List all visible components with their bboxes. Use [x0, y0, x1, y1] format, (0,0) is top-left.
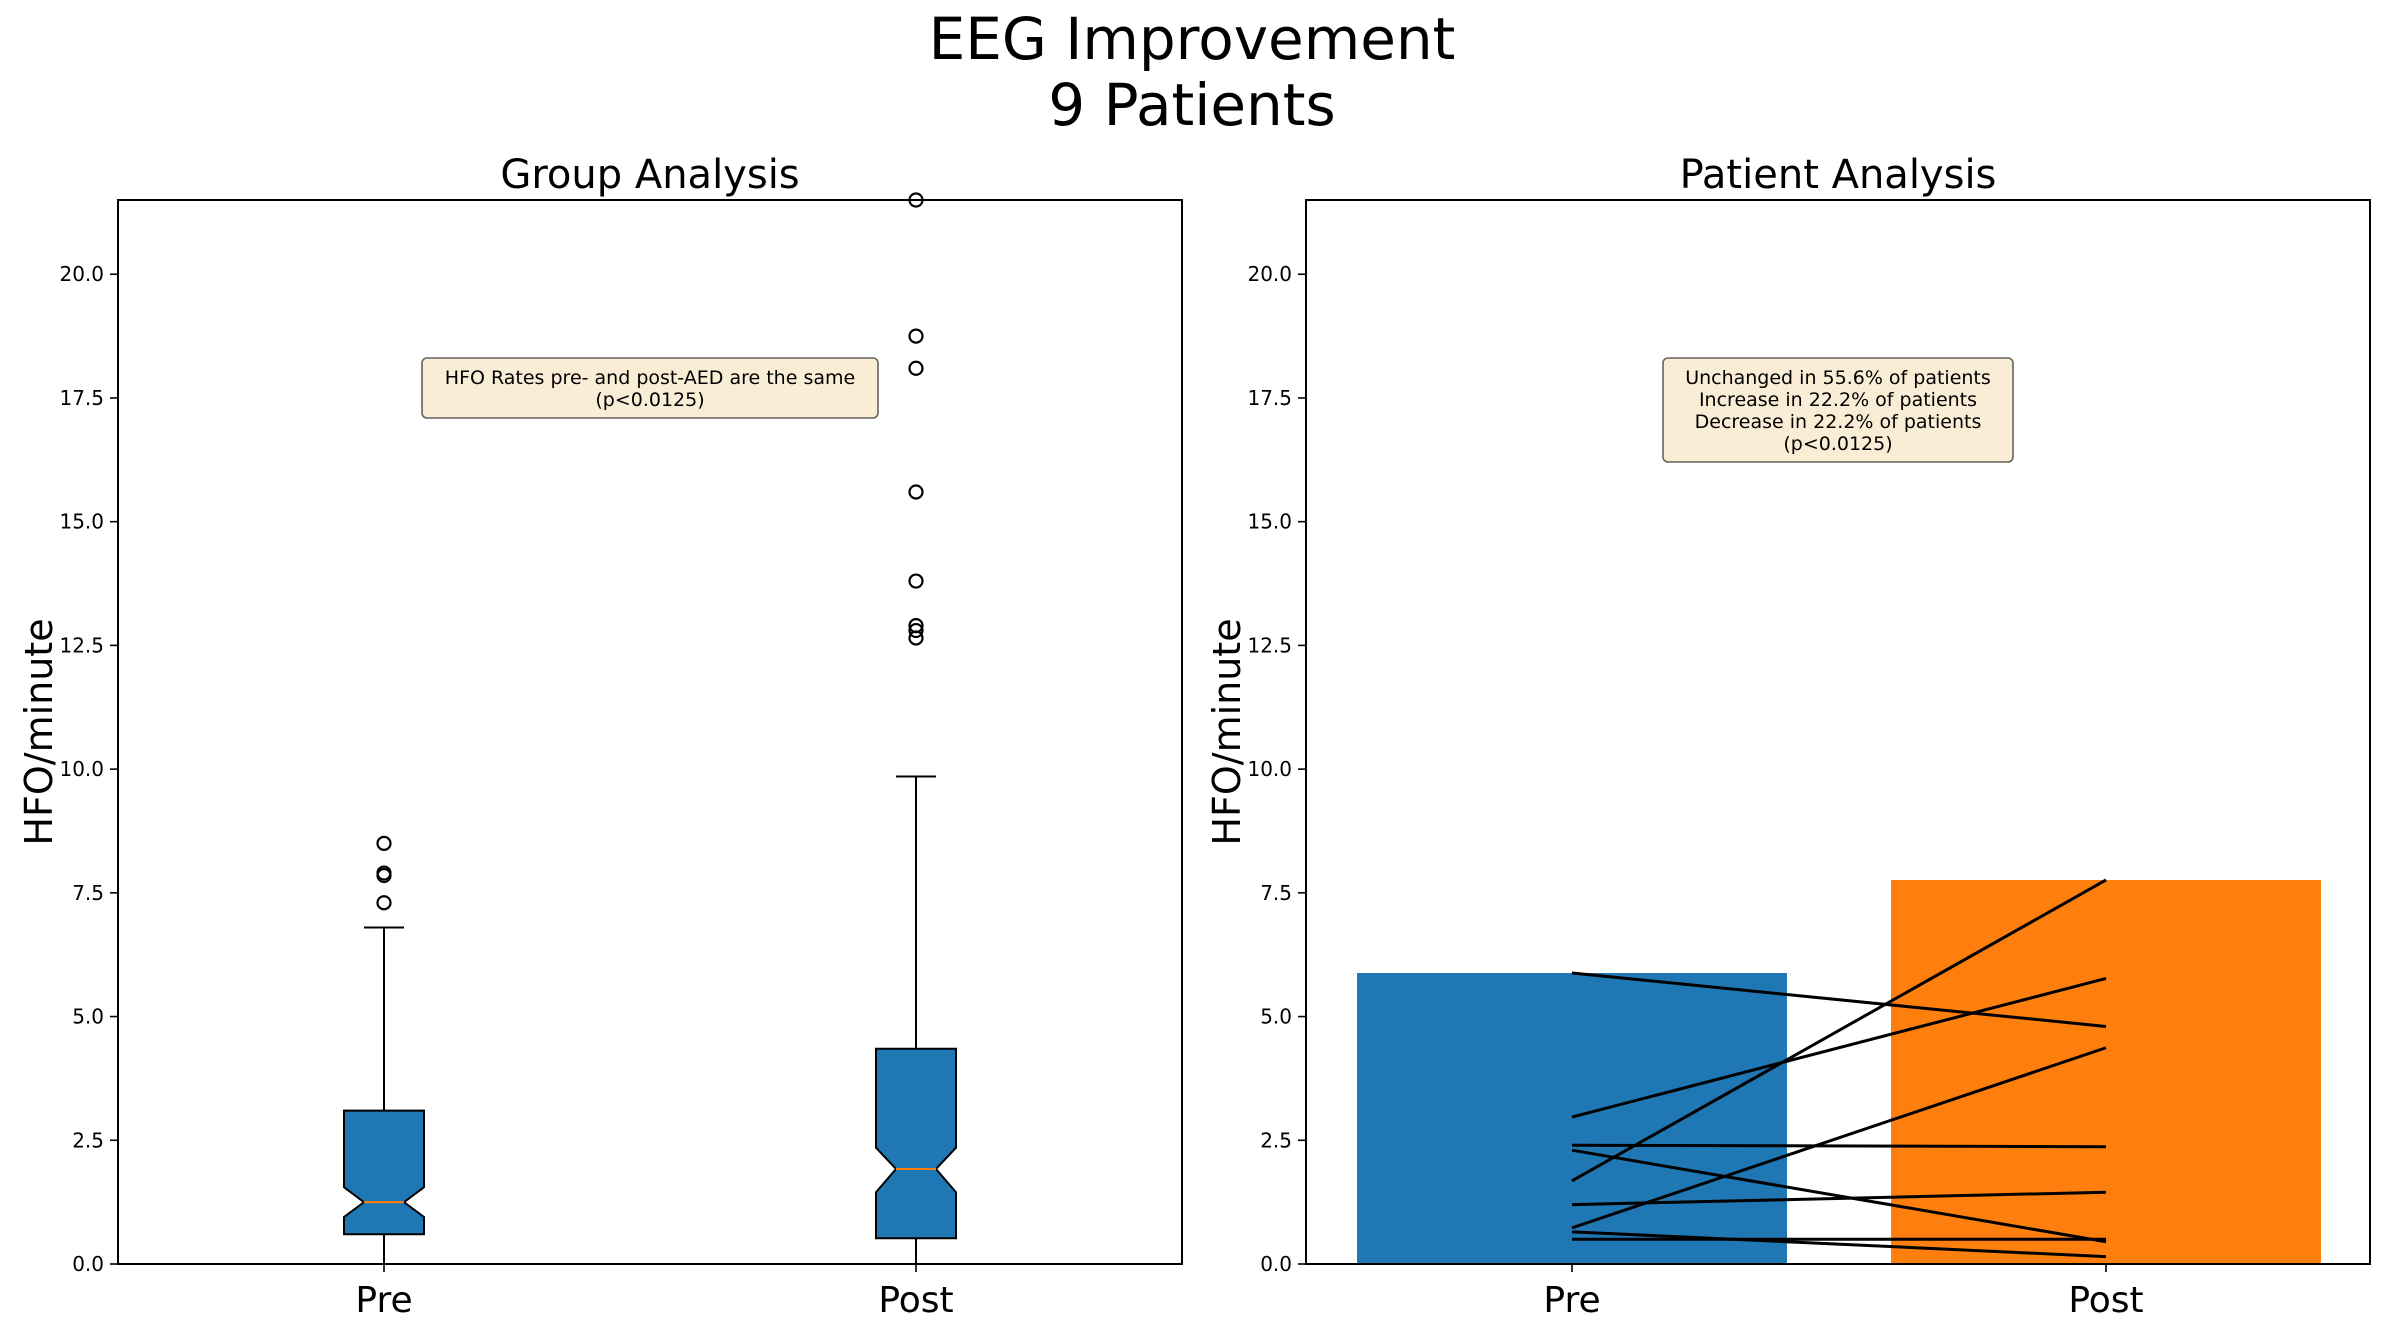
panel-2: Patient Analysis HFO/minute 0.0 2.5 5.0 7.5 10…	[1205, 152, 2371, 1321]
annotation-line-2: (p<0.0125)	[595, 389, 704, 411]
y-tick-label: 15.0	[59, 510, 104, 534]
figure-title-line1: EEG Improvement	[928, 5, 1456, 73]
axes-frame	[1305, 199, 2371, 1265]
annotation-line-1: Unchanged in 55.6% of patients	[1685, 367, 1991, 389]
box-pre-outlier-3	[376, 865, 392, 881]
panel-1: Group Analysis HFO/minute 0.0 2.5 5.0 7.5 10.0…	[17, 152, 1183, 1321]
y-tick-label: 20.0	[59, 262, 104, 286]
x-tick-label-post: Post	[2068, 1280, 2143, 1321]
box-pre	[343, 1109, 425, 1236]
y-tick-label: 20.0	[1247, 262, 1292, 286]
box-post-outlier-7	[908, 328, 924, 344]
y-tick-label: 17.5	[1247, 386, 1292, 410]
y-tick-label: 0.0	[72, 1252, 104, 1276]
patient-line-3	[1571, 878, 2107, 1183]
y-axis-label: HFO/minute	[17, 618, 61, 845]
annotation-box	[421, 357, 879, 419]
y-tick-label: 15.0	[1247, 510, 1292, 534]
y-tick-label: 2.5	[1260, 1128, 1292, 1152]
y-tick-label: 10.0	[59, 757, 104, 781]
box-post-outlier-5	[908, 484, 924, 500]
y-tick-label: 7.5	[1260, 881, 1292, 905]
patient-line-1	[1571, 971, 2107, 1028]
patient-line-2	[1571, 977, 2107, 1119]
panel-title: Patient Analysis	[1680, 152, 1997, 198]
y-tick-label: 17.5	[59, 386, 104, 410]
patient-line-5	[1571, 1143, 2107, 1149]
x-tick-label-post: Post	[878, 1280, 953, 1321]
bar-pre	[1357, 973, 1787, 1264]
x-tick-label-pre: Pre	[355, 1280, 412, 1321]
box-post-outlier-4	[908, 573, 924, 589]
y-tick-label: 12.5	[59, 633, 104, 657]
box-post-outlier-6	[908, 360, 924, 376]
axes-frame	[117, 199, 1183, 1265]
annotation-box	[1662, 357, 2014, 463]
box-post	[875, 1047, 957, 1240]
figure-title-line2: 9 Patients	[1048, 71, 1336, 139]
patient-line-6	[1571, 1148, 2107, 1244]
y-tick-label: 12.5	[1247, 633, 1292, 657]
y-axis-label: HFO/minute	[1205, 618, 1249, 845]
annotation-line-4: (p<0.0125)	[1783, 433, 1892, 455]
y-tick-label: 5.0	[1260, 1005, 1292, 1029]
box-post-outlier-2	[908, 622, 924, 639]
y-tick-label: 2.5	[72, 1128, 104, 1152]
y-tick-label: 7.5	[72, 881, 104, 905]
patient-line-8	[1571, 1230, 2107, 1259]
box-post-outlier-3	[908, 617, 924, 634]
y-tick-label: 10.0	[1247, 757, 1292, 781]
annotation-line-2: Increase in 22.2% of patients	[1699, 389, 1977, 411]
patient-line-4	[1571, 1046, 2107, 1230]
box-pre-outlier-1	[376, 895, 392, 911]
y-tick-label: 5.0	[72, 1005, 104, 1029]
y-tick-label: 0.0	[1260, 1252, 1292, 1276]
x-tick-label-pre: Pre	[1543, 1280, 1600, 1321]
annotation-line-3: Decrease in 22.2% of patients	[1695, 411, 1982, 433]
annotation-line-1: HFO Rates pre- and post-AED are the same	[445, 367, 855, 389]
panel-title: Group Analysis	[500, 152, 799, 198]
patient-line-7	[1571, 1190, 2107, 1207]
box-pre-outlier-4	[376, 835, 392, 851]
bar-post	[1891, 879, 2321, 1264]
